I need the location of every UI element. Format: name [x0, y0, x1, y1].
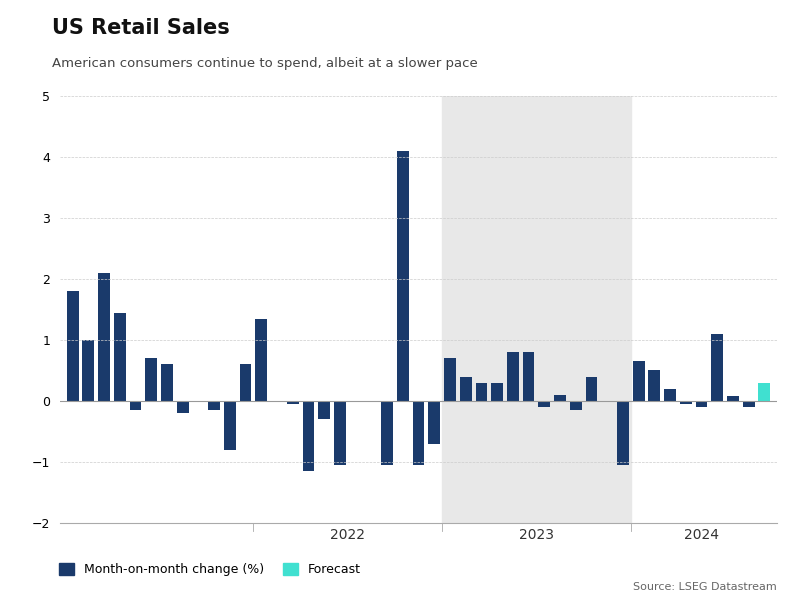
Bar [130, 401, 142, 410]
Bar [570, 401, 582, 410]
Bar [711, 334, 723, 401]
Bar [695, 401, 707, 407]
Text: American consumers continue to spend, albeit at a slower pace: American consumers continue to spend, al… [52, 57, 478, 70]
Bar [649, 370, 660, 401]
Bar [680, 401, 692, 404]
Bar [397, 151, 409, 401]
Bar [224, 401, 235, 450]
Bar [99, 273, 110, 401]
Bar [664, 389, 676, 401]
Text: Source: LSEG Datastream: Source: LSEG Datastream [634, 582, 777, 592]
Bar [444, 358, 456, 401]
Bar [381, 401, 393, 465]
Bar [759, 383, 771, 401]
Bar [476, 383, 487, 401]
Bar [460, 377, 472, 401]
Bar [239, 364, 252, 401]
Bar [507, 352, 519, 401]
Bar [256, 319, 268, 401]
Bar [208, 401, 220, 410]
Bar [429, 401, 440, 444]
Bar [83, 340, 95, 401]
Bar [554, 395, 566, 401]
Bar [114, 313, 126, 401]
Bar [523, 352, 534, 401]
Bar [743, 401, 755, 407]
Bar [303, 401, 314, 471]
Bar [442, 96, 630, 523]
Bar [491, 383, 503, 401]
Bar [161, 364, 173, 401]
Bar [617, 401, 629, 465]
Bar [145, 358, 157, 401]
Bar [66, 291, 78, 401]
Bar [727, 396, 739, 401]
Bar [318, 401, 330, 419]
Bar [334, 401, 346, 465]
Bar [413, 401, 425, 465]
Legend: Month-on-month change (%), Forecast: Month-on-month change (%), Forecast [59, 563, 361, 576]
Bar [538, 401, 550, 407]
Bar [633, 361, 645, 401]
Bar [287, 401, 299, 404]
Bar [586, 377, 598, 401]
Bar [177, 401, 188, 413]
Text: US Retail Sales: US Retail Sales [52, 18, 230, 38]
